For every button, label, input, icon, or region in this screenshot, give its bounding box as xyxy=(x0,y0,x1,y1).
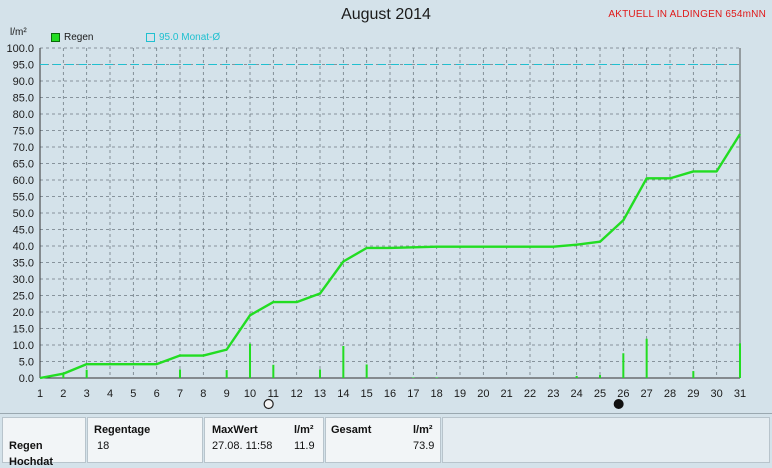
legend-monthly-average: 95.0 Monat-Ø xyxy=(146,32,220,43)
daily-rain-bar xyxy=(85,369,88,378)
daily-rain-bar xyxy=(692,371,695,378)
chart-title: August 2014 xyxy=(341,6,431,23)
gesamt-cell: Gesamt l/m² 73.9 xyxy=(325,417,441,463)
x-tick-label: 4 xyxy=(107,388,113,400)
maxwert-value: 11.9 xyxy=(294,440,315,452)
y-tick-label: 55.0 xyxy=(13,192,34,204)
table-empty-cell xyxy=(442,417,770,463)
x-tick-label: 8 xyxy=(200,388,206,400)
gesamt-header: Gesamt xyxy=(331,424,372,436)
new-moon-icon xyxy=(613,399,624,409)
x-tick-label: 5 xyxy=(130,388,136,400)
x-tick-label: 24 xyxy=(571,388,583,400)
daily-rain-bar xyxy=(179,369,181,378)
x-tick-label: 20 xyxy=(477,388,489,400)
daily-rain-bar xyxy=(435,377,438,378)
x-tick-label: 14 xyxy=(337,388,349,400)
station-label: AKTUELL IN ALDINGEN 654mNN xyxy=(608,9,766,20)
y-tick-label: 15.0 xyxy=(13,324,34,336)
legend-rain: Regen xyxy=(51,32,93,43)
gesamt-value: 73.9 xyxy=(413,440,435,452)
x-tick-label: 2 xyxy=(60,388,66,400)
x-tick-label: 25 xyxy=(594,388,606,400)
y-tick-label: 100.0 xyxy=(6,43,34,55)
row-label-regen: Regen xyxy=(9,440,43,452)
cumulative-rain-line xyxy=(39,133,742,380)
y-tick-label: 20.0 xyxy=(13,307,34,319)
y-axis-unit-label: l/m² xyxy=(10,27,27,38)
y-tick-label: 80.0 xyxy=(13,109,34,121)
y-tick-label: 90.0 xyxy=(13,76,34,88)
y-tick-label: 0.0 xyxy=(19,373,34,385)
daily-rain-bar xyxy=(365,364,368,378)
daily-rain-bar xyxy=(622,353,625,378)
x-tick-label: 7 xyxy=(177,388,183,400)
y-tick-label: 95.0 xyxy=(13,60,34,72)
maxwert-header: MaxWert xyxy=(212,424,258,436)
summary-table: Regen Hochdat Regentage 18 MaxWert l/m² … xyxy=(0,413,772,468)
y-tick-label: 70.0 xyxy=(13,142,34,154)
x-tick-label: 29 xyxy=(687,388,699,400)
legend-monthly-average-label: 95.0 Monat-Ø xyxy=(159,32,221,43)
x-tick-label: 9 xyxy=(224,388,230,400)
x-tick-label: 23 xyxy=(547,388,559,400)
x-tick-label: 27 xyxy=(641,388,653,400)
x-tick-label: 17 xyxy=(407,388,419,400)
x-tick-label: 3 xyxy=(84,388,90,400)
regentage-header: Regentage xyxy=(94,424,151,436)
legend-rain-label: Regen xyxy=(64,32,94,43)
x-tick-label: 31 xyxy=(734,388,746,400)
x-tick-label: 28 xyxy=(664,388,676,400)
y-tick-label: 65.0 xyxy=(13,159,34,171)
daily-rain-bar xyxy=(575,376,578,378)
x-tick-label: 16 xyxy=(384,388,396,400)
legend-monthly-average-swatch xyxy=(146,33,155,42)
daily-rain-bar xyxy=(62,374,65,378)
y-tick-label: 5.0 xyxy=(19,357,34,369)
daily-rain-bar xyxy=(412,377,415,378)
x-tick-label: 1 xyxy=(37,388,43,400)
y-tick-label: 30.0 xyxy=(13,274,34,286)
y-tick-label: 40.0 xyxy=(13,241,34,253)
y-tick-label: 60.0 xyxy=(13,175,34,187)
x-tick-label: 26 xyxy=(617,388,629,400)
daily-rain-bar xyxy=(225,370,228,378)
legend-rain-swatch xyxy=(51,33,60,42)
x-tick-label: 19 xyxy=(454,388,466,400)
x-tick-label: 11 xyxy=(268,388,279,400)
daily-rain-bar xyxy=(249,343,251,378)
x-tick-label: 21 xyxy=(501,388,513,400)
y-tick-label: 50.0 xyxy=(13,208,34,220)
daily-rain-bar xyxy=(739,343,741,378)
maxwert-date: 27.08. 11:58 xyxy=(212,440,273,452)
daily-rain-bar xyxy=(599,375,601,378)
x-tick-label: 18 xyxy=(431,388,443,400)
rain-chart: 0.0 5.0 10.0 15.0 20.0 25.0 30.0 35.0 40.0 45.0 50… xyxy=(6,43,746,410)
y-tick-label: 35.0 xyxy=(13,258,34,270)
maxwert-unit: l/m² xyxy=(294,424,314,436)
x-tick-label: 15 xyxy=(361,388,373,400)
daily-rain-bar xyxy=(645,338,648,378)
x-tick-label: 13 xyxy=(314,388,326,400)
y-tick-label: 10.0 xyxy=(13,340,34,352)
maxwert-cell: MaxWert l/m² 27.08. 11:58 11.9 xyxy=(204,417,324,463)
y-tick-label: 25.0 xyxy=(13,291,34,303)
daily-rain-bar xyxy=(319,369,321,378)
full-moon-icon xyxy=(263,398,274,410)
regentage-cell: Regentage 18 xyxy=(87,417,203,463)
y-tick-label: 45.0 xyxy=(13,225,34,237)
x-tick-label: 10 xyxy=(244,388,256,400)
x-tick-label: 22 xyxy=(524,388,536,400)
x-tick-label: 30 xyxy=(711,388,723,400)
daily-rain-bar xyxy=(342,345,345,378)
y-tick-label: 75.0 xyxy=(13,126,34,138)
daily-rain-bar xyxy=(272,364,275,378)
x-tick-label: 6 xyxy=(154,388,160,400)
regentage-value: 18 xyxy=(97,440,110,452)
table-row-label-cell: Regen Hochdat xyxy=(2,417,86,468)
y-tick-label: 85.0 xyxy=(13,93,34,105)
gesamt-unit: l/m² xyxy=(413,424,433,436)
x-tick-label: 12 xyxy=(291,388,303,400)
